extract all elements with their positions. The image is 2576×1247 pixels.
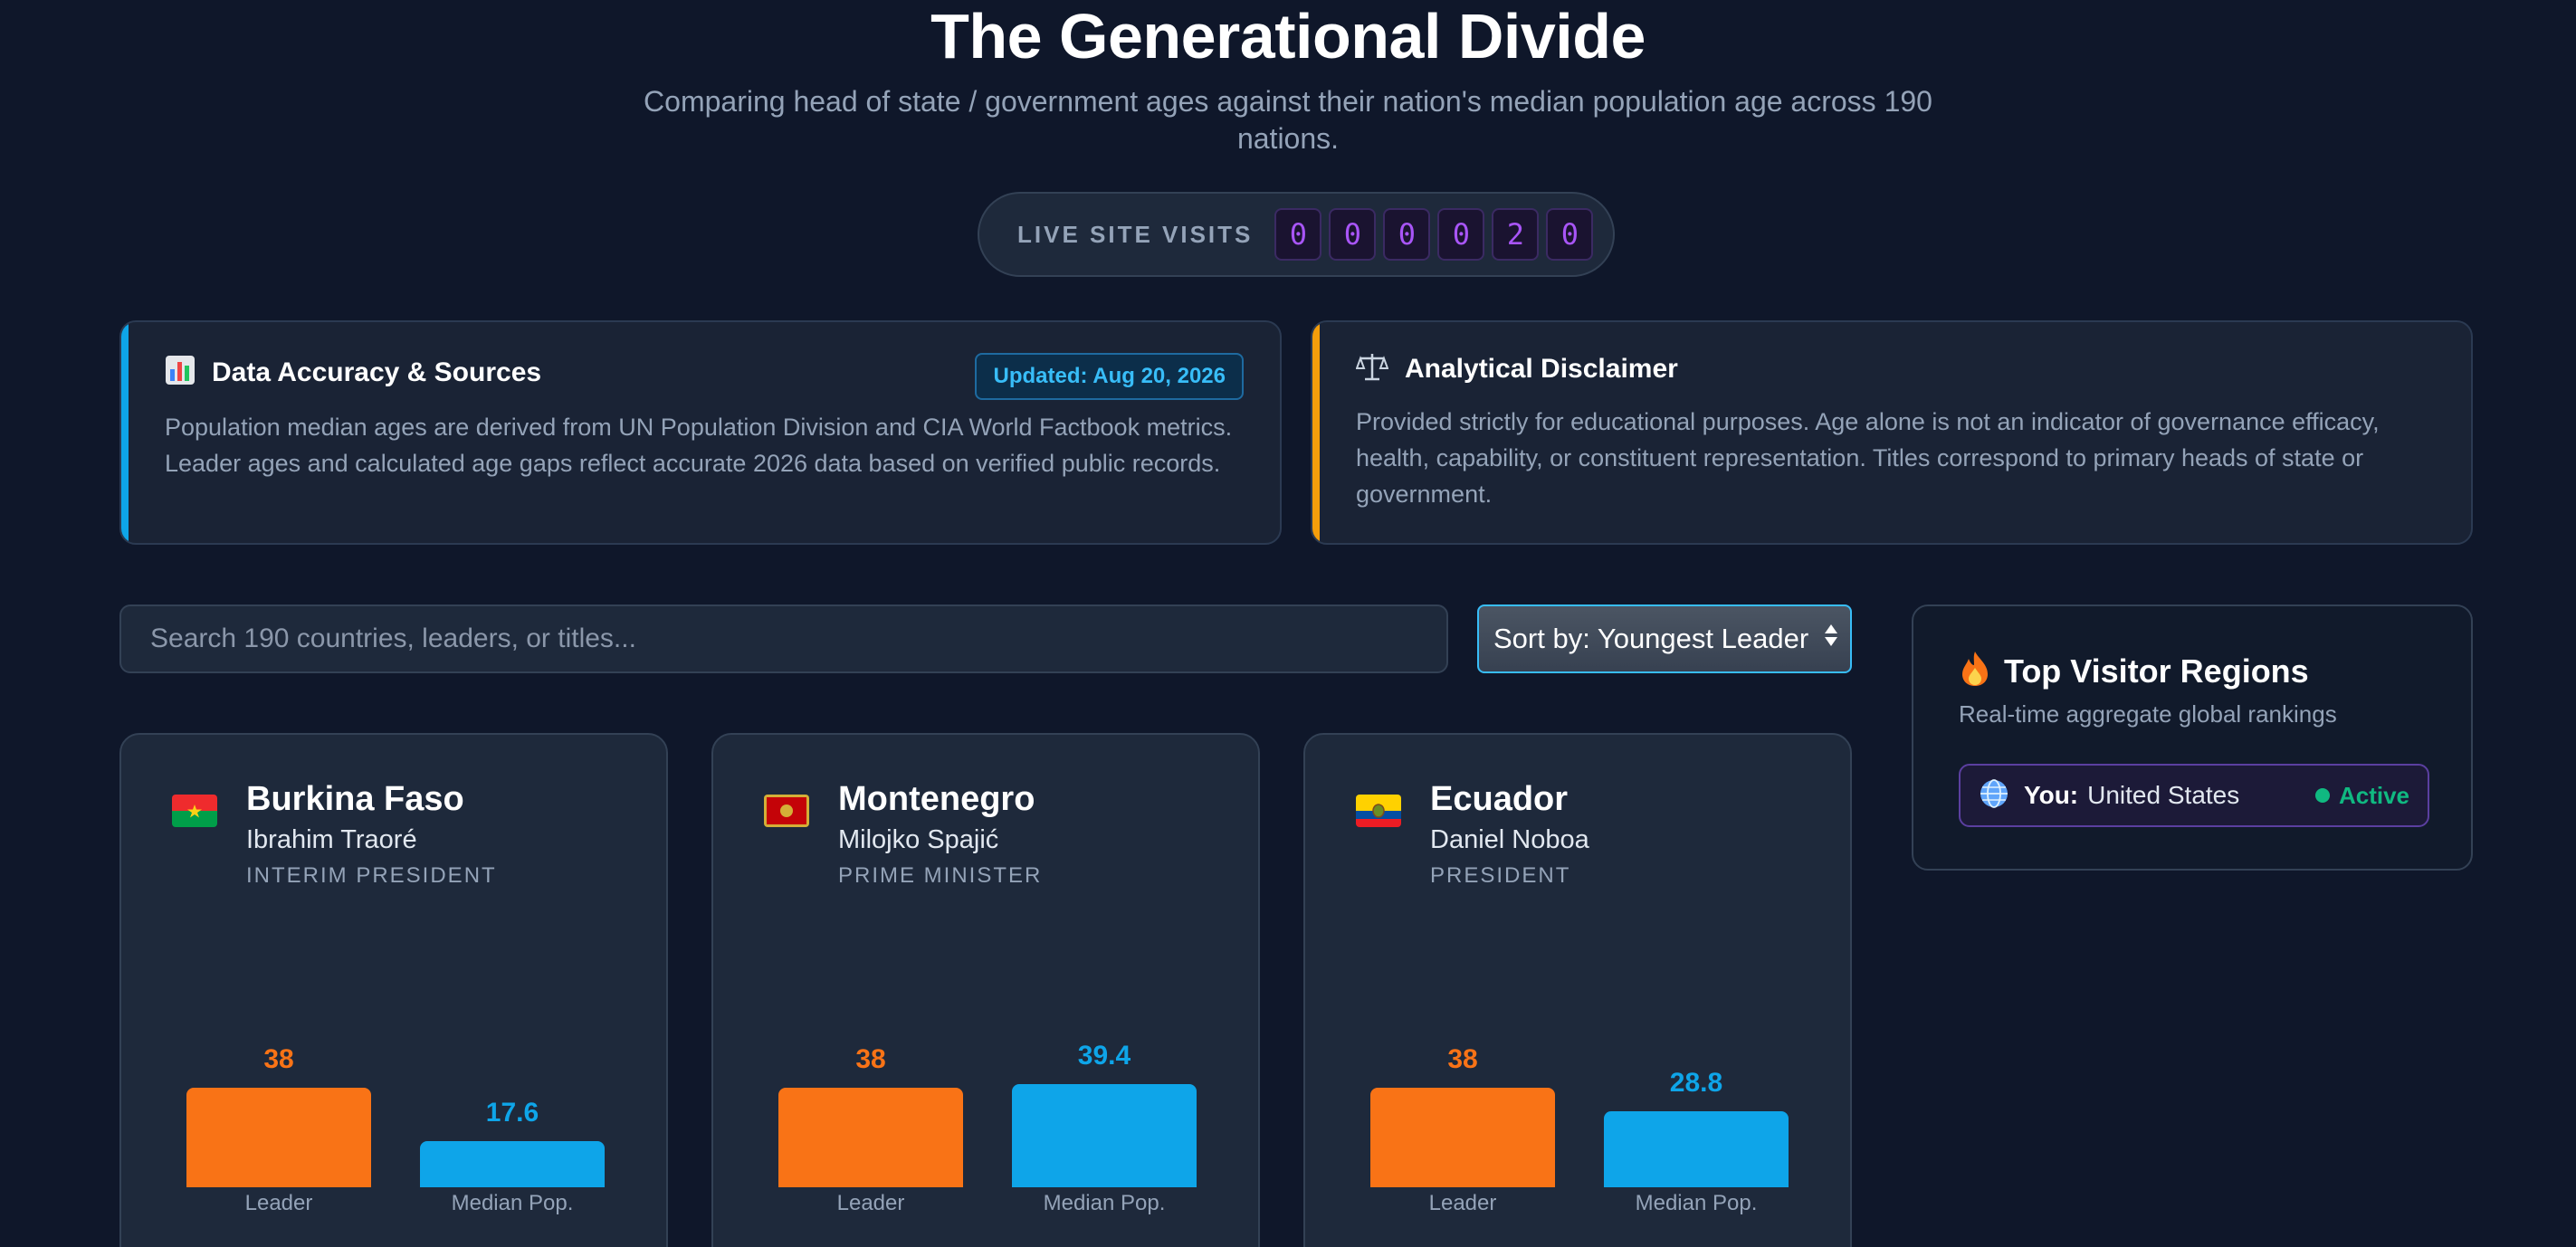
sources-body: Population median ages are derived from … (165, 414, 1233, 477)
median-age-bar (1604, 1111, 1789, 1187)
fire-icon (1959, 650, 1991, 692)
leader-title: INTERIM PRESIDENT (246, 863, 497, 888)
leader-bar-label: Leader (244, 1191, 313, 1215)
disclaimer-title: Analytical Disclaimer (1405, 353, 1678, 384)
country-card[interactable]: Montenegro Milojko Spajić PRIME MINISTER… (711, 733, 1260, 1247)
sort-selected-value: Sort by: Youngest Leader (1493, 623, 1809, 654)
bar-chart-icon (165, 355, 196, 390)
visits-digit: 0 (1437, 208, 1485, 261)
median-age-value: 39.4 (1077, 1041, 1131, 1071)
leader-age-bar (778, 1088, 963, 1187)
leader-age-value: 38 (1447, 1044, 1478, 1074)
country-name: Burkina Faso (246, 780, 464, 818)
sources-accent (121, 322, 129, 543)
leader-age-value: 38 (263, 1044, 294, 1074)
leader-bar-label: Leader (1428, 1191, 1497, 1215)
select-arrows-icon (1825, 624, 1837, 646)
visits-digit: 2 (1492, 208, 1540, 261)
visits-label: LIVE SITE VISITS (1017, 220, 1254, 248)
region-you-label: You: (2024, 781, 2079, 809)
leader-name: Daniel Noboa (1430, 825, 1589, 854)
balance-scale-icon (1355, 351, 1389, 386)
sources-title: Data Accuracy & Sources (212, 357, 542, 387)
disclaimer-accent (1312, 322, 1320, 543)
leader-bar-group: 38 (1370, 1033, 1555, 1187)
page-subtitle: Comparing head of state / government age… (644, 85, 1932, 155)
leader-name: Ibrahim Traoré (246, 825, 417, 854)
sources-card: Data Accuracy & Sources Updated: Aug 20,… (119, 320, 1282, 545)
leader-age-bar (186, 1088, 371, 1187)
region-status-label: Active (2338, 781, 2409, 809)
visits-digits: 0 0 0 0 2 0 (1274, 208, 1594, 261)
median-age-bar (1012, 1084, 1197, 1187)
disclaimer-header: Analytical Disclaimer (1355, 351, 1678, 386)
montenegro-flag-icon (764, 795, 809, 827)
median-bar-group: 39.4 (1012, 1033, 1197, 1187)
median-age-value: 17.6 (485, 1098, 539, 1128)
country-card[interactable]: Ecuador Daniel Noboa PRESIDENT 38 28.8 L… (1303, 733, 1852, 1247)
disclaimer-body: Provided strictly for educational purpos… (1356, 408, 2380, 508)
median-age-value: 28.8 (1669, 1068, 1723, 1098)
leader-bar-group: 38 (778, 1033, 963, 1187)
sort-select[interactable]: Sort by: Youngest Leader (1477, 604, 1852, 673)
ecuador-flag-icon (1356, 795, 1401, 827)
regions-header: Top Visitor Regions (1959, 650, 2309, 692)
leader-bar-label: Leader (836, 1191, 905, 1215)
leader-bar-group: 38 (186, 1033, 371, 1187)
leader-title: PRIME MINISTER (838, 863, 1043, 888)
visits-digit: 0 (1329, 208, 1377, 261)
median-bar-label: Median Pop. (451, 1191, 574, 1215)
leader-age-value: 38 (855, 1044, 886, 1074)
visits-digit: 0 (1274, 208, 1322, 261)
page-title: The Generational Divide (930, 1, 1646, 71)
age-chart: 38 28.8 (1305, 1033, 1850, 1187)
country-card[interactable]: Burkina Faso Ibrahim Traoré INTERIM PRES… (119, 733, 668, 1247)
visitor-regions-panel: Top Visitor Regions Real-time aggregate … (1912, 604, 2473, 871)
regions-subtitle: Real-time aggregate global rankings (1959, 700, 2337, 728)
region-item: You: United States Active (1959, 764, 2429, 827)
disclaimer-card: Analytical Disclaimer Provided strictly … (1311, 320, 2473, 545)
visits-digit: 0 (1546, 208, 1594, 261)
globe-icon (1979, 778, 2009, 814)
regions-title: Top Visitor Regions (2004, 652, 2309, 690)
burkina-faso-flag-icon (172, 795, 217, 827)
leader-name: Milojko Spajić (838, 825, 999, 854)
search-placeholder: Search 190 countries, leaders, or titles… (150, 624, 636, 653)
updated-badge: Updated: Aug 20, 2026 (975, 353, 1244, 400)
age-chart: 38 39.4 (713, 1033, 1258, 1187)
country-name: Montenegro (838, 780, 1035, 818)
sources-header: Data Accuracy & Sources (165, 355, 541, 390)
leader-title: PRESIDENT (1430, 863, 1571, 888)
region-status: Active (2314, 781, 2409, 810)
search-input[interactable]: Search 190 countries, leaders, or titles… (119, 604, 1448, 673)
leader-age-bar (1370, 1088, 1555, 1187)
median-bar-label: Median Pop. (1635, 1191, 1758, 1215)
live-visits-counter: LIVE SITE VISITS 0 0 0 0 2 0 (978, 192, 1615, 277)
median-bar-group: 17.6 (420, 1033, 605, 1187)
visits-digit: 0 (1383, 208, 1431, 261)
age-chart: 38 17.6 (121, 1033, 666, 1187)
median-bar-label: Median Pop. (1043, 1191, 1166, 1215)
country-name: Ecuador (1430, 780, 1569, 818)
active-dot-icon (2314, 788, 2330, 803)
median-bar-group: 28.8 (1604, 1033, 1789, 1187)
region-country: United States (2087, 781, 2240, 809)
median-age-bar (420, 1141, 605, 1187)
